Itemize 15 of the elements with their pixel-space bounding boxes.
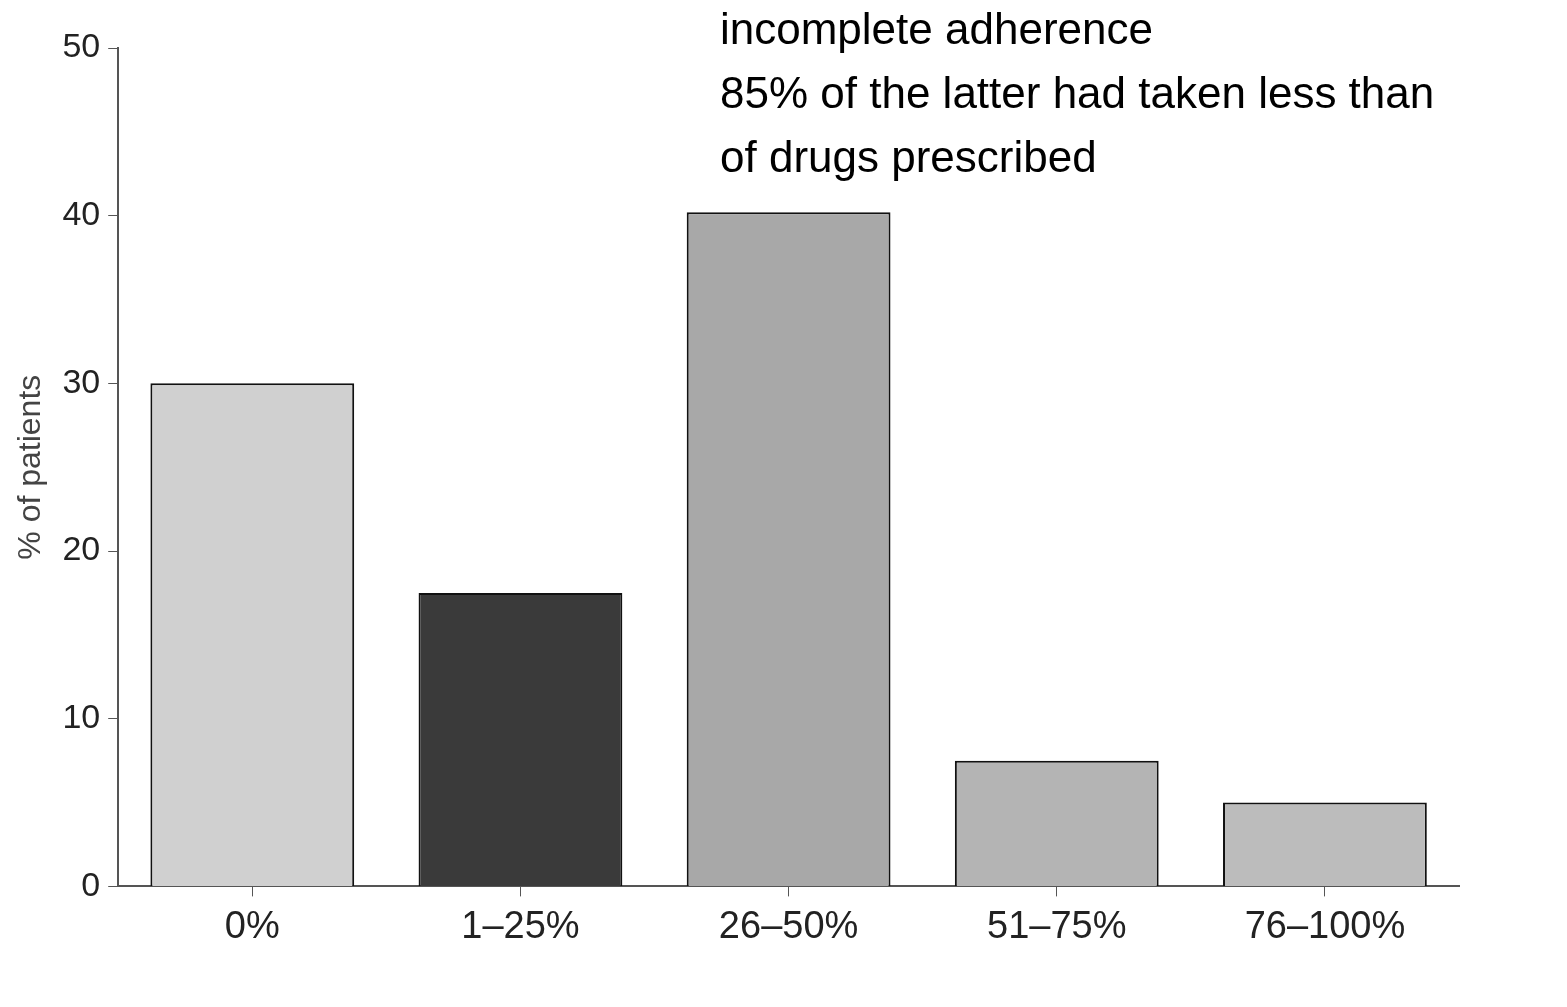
x-tick-label: 76–100% [1244,903,1406,946]
y-tick-label: 50 [62,26,101,65]
annotation: 85% of the latter had taken less than [720,68,1435,118]
y-tick-label: 30 [62,361,101,400]
x-tick-label: 1–25% [461,903,580,946]
y-tick-label: 20 [62,529,101,568]
annotation: of drugs prescribed [720,132,1097,182]
y-tick-label: 10 [62,697,101,736]
y-tick-label: 0 [81,864,101,903]
annotation: incomplete adherence [720,4,1153,54]
x-tick-label: 51–75% [987,903,1127,946]
x-tick-label: 0% [224,903,280,946]
y-axis-title: % of patients [11,374,48,560]
x-tick-label: 26–50% [718,903,859,946]
y-tick-label: 40 [62,194,101,233]
